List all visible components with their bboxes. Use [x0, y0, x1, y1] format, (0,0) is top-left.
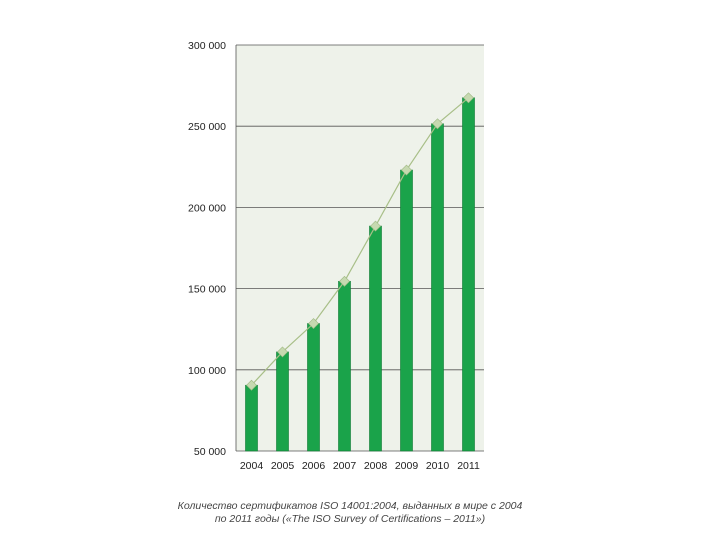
bar-2004 — [245, 384, 258, 452]
marker-2005 — [277, 346, 288, 358]
trend-line — [251, 97, 469, 386]
bars — [245, 97, 475, 452]
caption-line-1: Количество сертификатов ISO 14001:2004, … — [177, 500, 523, 512]
marker-2007 — [339, 275, 350, 287]
bar-2007 — [338, 280, 351, 452]
x-tick-label: 2008 — [364, 460, 388, 472]
y-tick-label: 50 000 — [194, 446, 226, 458]
x-tick-label: 2005 — [271, 460, 295, 472]
y-tick-label: 250 000 — [188, 121, 226, 133]
bar-2011 — [462, 97, 475, 452]
bar-2006 — [307, 323, 320, 452]
marker-2010 — [432, 118, 443, 130]
marker-2008 — [370, 220, 381, 232]
marker-2004 — [246, 379, 257, 391]
caption-line-2: по 2011 годы («The ISO Survey of Certifi… — [214, 513, 486, 525]
marker-2009 — [401, 164, 412, 176]
bar-2005 — [276, 351, 289, 452]
plot-area — [236, 45, 484, 451]
y-axis-ticks: 50 000 100 000 150 000 200 000 250 000 300 00… — [188, 40, 226, 458]
y-tick-label: 200 000 — [188, 202, 226, 214]
y-tick-label: 150 000 — [188, 284, 226, 296]
marker-2006 — [308, 318, 319, 329]
x-tick-label: 2006 — [302, 460, 326, 472]
y-tick-label: 100 000 — [188, 365, 226, 377]
trend-markers — [246, 92, 474, 391]
x-tick-label: 2004 — [240, 460, 264, 472]
x-tick-label: 2011 — [457, 460, 480, 472]
x-tick-label: 2007 — [333, 460, 357, 472]
x-tick-label: 2010 — [426, 460, 450, 472]
chart-caption: Количество сертификатов ISO 14001:2004, … — [100, 500, 600, 526]
bar-2008 — [369, 225, 382, 452]
y-tick-label: 300 000 — [188, 40, 226, 52]
bar-2010 — [431, 123, 444, 452]
marker-2011 — [463, 92, 474, 104]
x-tick-label: 2009 — [395, 460, 419, 472]
bar-2009 — [400, 169, 413, 452]
x-axis-ticks: 2004 2005 2006 2007 2008 2009 2010 2011 — [240, 460, 480, 472]
